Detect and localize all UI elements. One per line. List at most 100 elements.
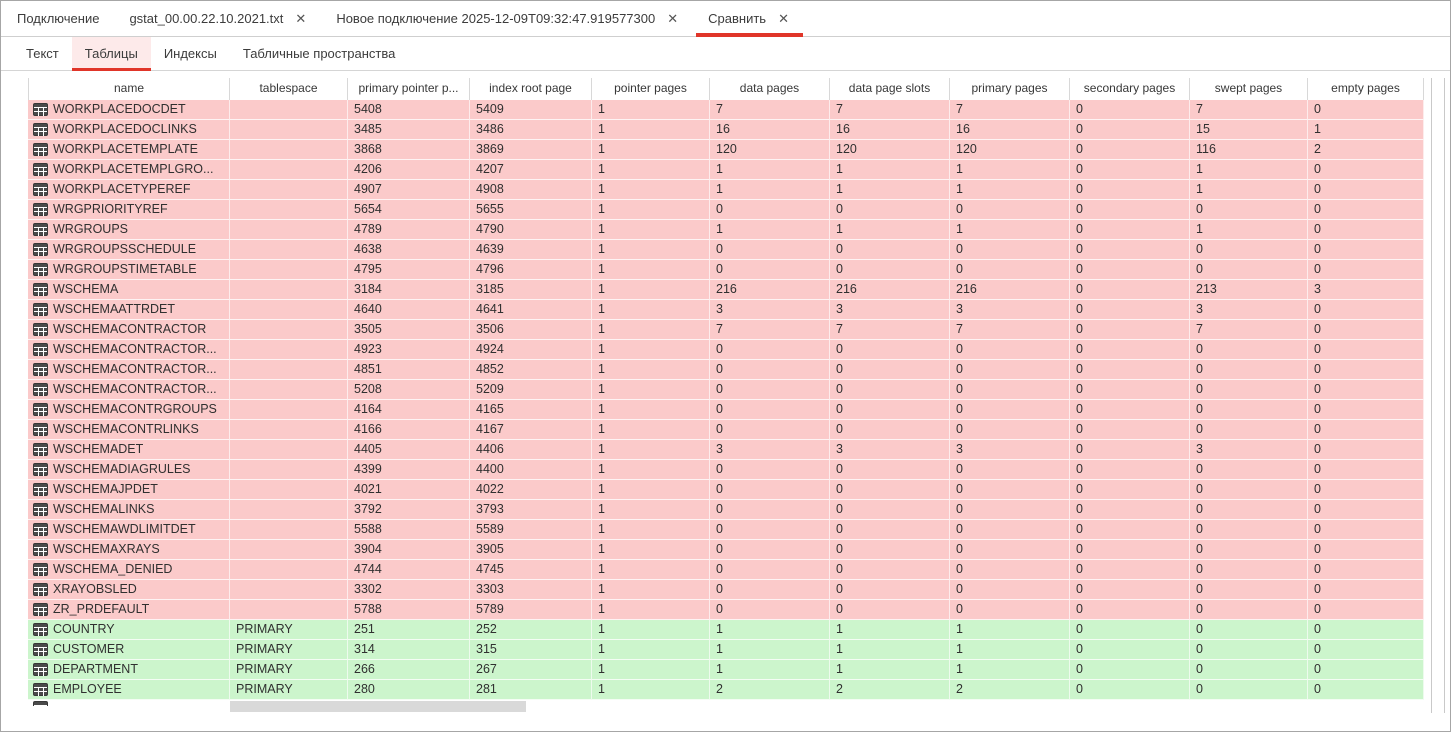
- table-row[interactable]: WRGPRIORITYREF 5654 5655 1 0 0 0 0 0 0: [28, 200, 1424, 220]
- close-icon[interactable]: ✕: [295, 11, 307, 26]
- table-name-label: WSCHEMACONTRLINKS: [53, 422, 199, 436]
- table-icon: [33, 463, 48, 476]
- table-name-label: WRGROUPSTIMETABLE: [53, 262, 197, 276]
- table-row[interactable]: WRGROUPSTIMETABLE 4795 4796 1 0 0 0 0 0 0: [28, 260, 1424, 280]
- table-row[interactable]: COUNTRY PRIMARY 251 252 1 1 1 1 0 0 0: [28, 620, 1424, 640]
- table-icon: [33, 663, 48, 676]
- table-row[interactable]: WSCHEMACONTRGROUPS 4164 4165 1 0 0 0 0 0 0: [28, 400, 1424, 420]
- table-row[interactable]: WRGROUPS 4789 4790 1 1 1 1 0 1 0: [28, 220, 1424, 240]
- table-icon: [33, 483, 48, 496]
- table-row[interactable]: WSCHEMAWDLIMITDET 5588 5589 1 0 0 0 0 0 0: [28, 520, 1424, 540]
- cell-value: 3505: [348, 320, 470, 340]
- column-header-primary-pages[interactable]: primary pages: [950, 78, 1070, 100]
- cell-value: 1: [592, 640, 710, 660]
- cell-value: 5409: [470, 100, 592, 120]
- table-row[interactable]: XRAYOBSLED 3302 3303 1 0 0 0 0 0 0: [28, 580, 1424, 600]
- table-icon: [33, 363, 48, 376]
- cell-value: 1: [592, 540, 710, 560]
- tab-connection[interactable]: Подключение: [3, 1, 115, 36]
- cell-value: 1: [710, 620, 830, 640]
- table-name-label: WSCHEMACONTRGROUPS: [53, 402, 217, 416]
- close-icon[interactable]: ✕: [667, 11, 679, 26]
- table-row[interactable]: WSCHEMACONTRLINKS 4166 4167 1 0 0 0 0 0 0: [28, 420, 1424, 440]
- table-row[interactable]: WRGROUPSSCHEDULE 4638 4639 1 0 0 0 0 0 0: [28, 240, 1424, 260]
- cell-value: 0: [1070, 240, 1190, 260]
- cell-value: 2: [710, 680, 830, 700]
- column-header-data-page-slots[interactable]: data page slots: [830, 78, 950, 100]
- table-row[interactable]: WSCHEMA_DENIED 4744 4745 1 0 0 0 0 0 0: [28, 560, 1424, 580]
- cell-value: 0: [1308, 620, 1424, 640]
- tab-compare[interactable]: Сравнить ✕: [694, 1, 805, 37]
- horizontal-scrollbar[interactable]: [28, 700, 1424, 713]
- column-header-tablespace[interactable]: tablespace: [230, 78, 348, 100]
- tab-document-1[interactable]: gstat_00.00.22.10.2021.txt ✕: [115, 1, 322, 36]
- table-row[interactable]: WORKPLACETEMPLATE 3868 3869 1 120 120 120 0 116 2: [28, 140, 1424, 160]
- tables-grid: name tablespace primary pointer p... index …: [28, 78, 1424, 713]
- table-row[interactable]: WSCHEMA 3184 3185 1 216 216 216 0 213 3: [28, 280, 1424, 300]
- cell-value: 252: [470, 620, 592, 640]
- cell-value: 0: [1070, 360, 1190, 380]
- column-header-pointer-pages[interactable]: pointer pages: [592, 78, 710, 100]
- cell-value: 3185: [470, 280, 592, 300]
- tab-document-2[interactable]: Новое подключение 2025-12-09T09:32:47.91…: [322, 1, 694, 36]
- table-row[interactable]: WSCHEMAATTRDET 4640 4641 1 3 3 3 0 3 0: [28, 300, 1424, 320]
- cell-value: 1: [1308, 120, 1424, 140]
- table-row[interactable]: WSCHEMAJPDET 4021 4022 1 0 0 0 0 0 0: [28, 480, 1424, 500]
- table-row[interactable]: WSCHEMACONTRACTOR... 4851 4852 1 0 0 0 0 0 0: [28, 360, 1424, 380]
- table-row[interactable]: WORKPLACEDOCDET 5408 5409 1 7 7 7 0 7 0: [28, 100, 1424, 120]
- cell-value: 0: [950, 340, 1070, 360]
- table-row[interactable]: WSCHEMACONTRACTOR... 5208 5209 1 0 0 0 0 0 0: [28, 380, 1424, 400]
- table-row[interactable]: EMPLOYEE PRIMARY 280 281 1 2 2 2 0 0 0: [28, 680, 1424, 700]
- table-row[interactable]: WSCHEMACONTRACTOR 3505 3506 1 7 7 7 0 7 0: [28, 320, 1424, 340]
- horizontal-scrollbar-thumb[interactable]: [230, 701, 526, 712]
- cell-name: WORKPLACETEMPLATE: [28, 140, 230, 160]
- column-header-primary-pointer-p-[interactable]: primary pointer p...: [348, 78, 470, 100]
- cell-value: 1: [830, 180, 950, 200]
- column-header-name[interactable]: name: [28, 78, 230, 100]
- cell-value: 3: [1308, 280, 1424, 300]
- cell-value: 5209: [470, 380, 592, 400]
- table-row[interactable]: DEPARTMENT PRIMARY 266 267 1 1 1 1 0 0 0: [28, 660, 1424, 680]
- subtab-3[interactable]: Табличные пространства: [230, 37, 408, 70]
- cell-value: 4207: [470, 160, 592, 180]
- cell-value: 0: [1190, 560, 1308, 580]
- cell-value: 7: [950, 320, 1070, 340]
- table-row[interactable]: WORKPLACEDOCLINKS 3485 3486 1 16 16 16 0 15 1: [28, 120, 1424, 140]
- cell-value: 0: [710, 240, 830, 260]
- column-header-swept-pages[interactable]: swept pages: [1190, 78, 1308, 100]
- close-icon[interactable]: ✕: [778, 11, 789, 26]
- cell-value: 0: [710, 580, 830, 600]
- column-header-index-root-page[interactable]: index root page: [470, 78, 592, 100]
- table-row[interactable]: ZR_PRDEFAULT 5788 5789 1 0 0 0 0 0 0: [28, 600, 1424, 620]
- table-row[interactable]: WSCHEMADIAGRULES 4399 4400 1 0 0 0 0 0 0: [28, 460, 1424, 480]
- table-row[interactable]: WSCHEMADET 4405 4406 1 3 3 3 0 3 0: [28, 440, 1424, 460]
- cell-value: 0: [1190, 540, 1308, 560]
- table-row[interactable]: WORKPLACETEMPLGRO... 4206 4207 1 1 1 1 0 1 0: [28, 160, 1424, 180]
- vertical-scrollbar[interactable]: [1431, 78, 1445, 713]
- cell-name: WRGROUPSTIMETABLE: [28, 260, 230, 280]
- cell-value: 4399: [348, 460, 470, 480]
- cell-value: 1: [592, 280, 710, 300]
- cell-value: 0: [1308, 320, 1424, 340]
- column-header-empty-pages[interactable]: empty pages: [1308, 78, 1424, 100]
- subtab-0[interactable]: Текст: [13, 37, 72, 70]
- subtab-2[interactable]: Индексы: [151, 37, 230, 70]
- table-row[interactable]: WSCHEMACONTRACTOR... 4923 4924 1 0 0 0 0 0 0: [28, 340, 1424, 360]
- table-icon: [33, 303, 48, 316]
- column-header-data-pages[interactable]: data pages: [710, 78, 830, 100]
- subtab-1[interactable]: Таблицы: [71, 37, 151, 71]
- cell-name: WSCHEMADIAGRULES: [28, 460, 230, 480]
- cell-value: 0: [1070, 260, 1190, 280]
- cell-value: 0: [950, 260, 1070, 280]
- cell-value: 1: [950, 160, 1070, 180]
- table-row[interactable]: WORKPLACETYPEREF 4907 4908 1 1 1 1 0 1 0: [28, 180, 1424, 200]
- table-icon: [33, 643, 48, 656]
- table-row[interactable]: WSCHEMAXRAYS 3904 3905 1 0 0 0 0 0 0: [28, 540, 1424, 560]
- table-row[interactable]: WSCHEMALINKS 3792 3793 1 0 0 0 0 0 0: [28, 500, 1424, 520]
- table-row[interactable]: CUSTOMER PRIMARY 314 315 1 1 1 1 0 0 0: [28, 640, 1424, 660]
- cell-tablespace: [230, 340, 348, 360]
- table-name-label: WSCHEMACONTRACTOR...: [53, 382, 217, 396]
- table-icon: [33, 583, 48, 596]
- cell-value: 0: [1308, 240, 1424, 260]
- column-header-secondary-pages[interactable]: secondary pages: [1070, 78, 1190, 100]
